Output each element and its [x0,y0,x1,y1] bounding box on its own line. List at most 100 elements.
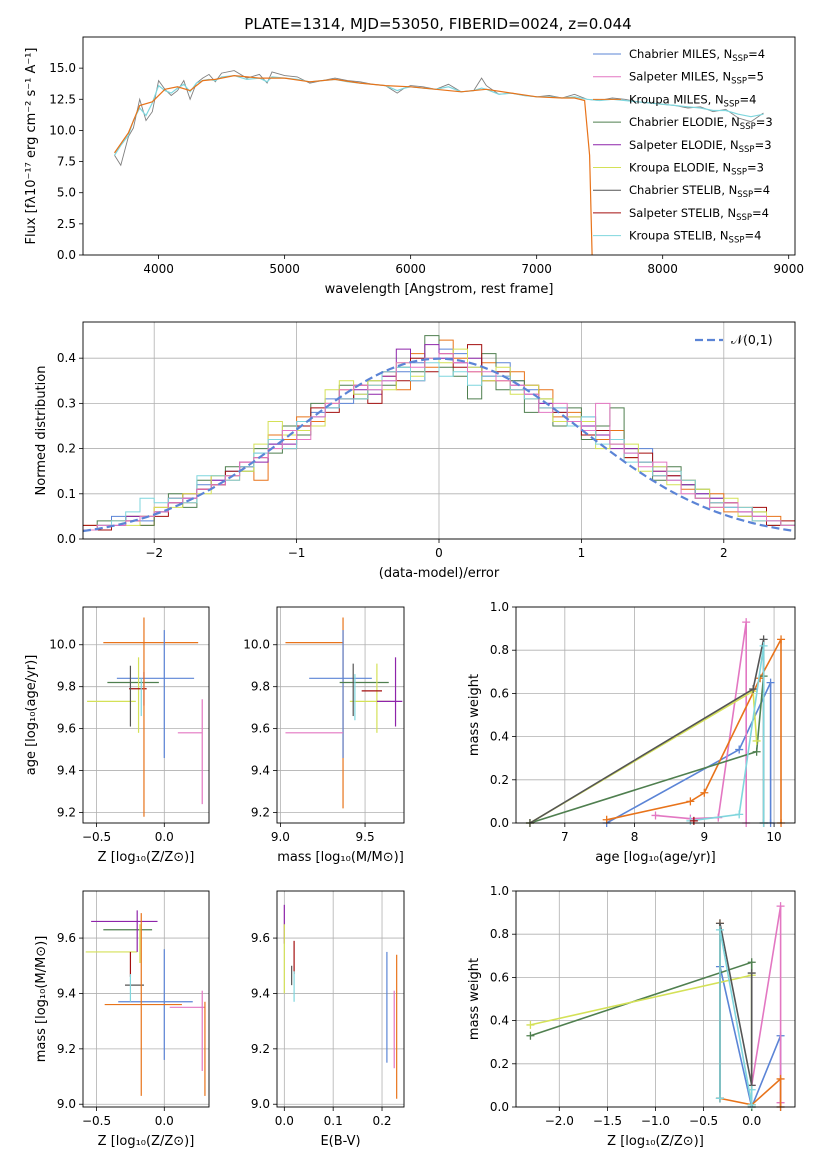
spectrum-line-kroupa-miles [114,74,593,255]
figure-title: PLATE=1314, MJD=53050, FIBERID=0024, z=0… [244,15,631,33]
y-tick-label: 9.4 [251,986,270,1000]
y-axis-label: Flux [fλ10⁻¹⁷ erg cm⁻² s⁻¹ A⁻¹] [24,48,39,245]
x-tick-label: 9.5 [356,830,375,844]
axes-frame [82,321,796,540]
spectrum-line-kroupa-stelib [113,74,764,156]
y-tick-label: 0.6 [490,970,509,984]
y-tick-label: 9.2 [251,1042,270,1056]
y-tick-label: 0.6 [490,686,509,700]
y-tick-label: 0.2 [490,773,509,787]
weight-marker [715,925,724,934]
y-tick-label: 0.2 [490,1057,509,1071]
y-axis-label: mass weight [467,674,482,756]
weight-marker [777,635,786,644]
x-tick-label: 8000 [647,262,678,276]
y-tick-label: 9.2 [57,1042,76,1056]
panel-mass-vs-ebv: 0.0 0.1 0.2 9.0 9.2 9.4 9.6 E(B-V) [251,890,405,1149]
x-axis-label: wavelength [Angstrom, rest frame] [325,282,554,297]
axes-frame [82,890,210,1108]
y-tick-label: 0.0 [490,816,509,830]
y-tick-label: 0.0 [57,248,76,262]
weight-marker [759,641,768,650]
x-tick-label: 10 [766,830,781,844]
weight-marker [776,1074,785,1083]
x-tick-label: 2 [720,546,728,560]
y-axis-label: mass [log₁₀(M/M⊙)] [34,936,49,1063]
panel-residuals: −2 −1 0 1 2 0.0 0.1 0.2 0.3 0.4 (data-model)/error… [34,321,796,581]
y-tick-label: 0.1 [57,487,76,501]
weight-line-kroupa-miles [606,639,782,823]
weight-marker [747,969,756,978]
y-tick-label: 9.6 [251,931,270,945]
panel-age-vs-mass: 9.0 9.5 9.2 9.4 9.6 9.8 10.0 mass [log₁₀(M/M⊙)] [243,606,405,865]
y-tick-label: 1.0 [490,884,509,898]
weight-marker [752,736,761,745]
legend-label: Salpeter MILES, NSSP=5 [629,70,764,87]
axes-frame [276,890,405,1108]
panel-weight-vs-Z: −2.0 −1.5 −1.0 −0.5 0.0 0.0 0.2 0.4 0.6 0.8 1.0 Z [… [467,884,796,1149]
x-tick-label: 4000 [143,262,174,276]
x-tick-label: 9000 [773,262,804,276]
x-tick-label: 7 [561,830,569,844]
x-tick-label: 0.0 [155,1114,174,1128]
x-tick-label: 1 [578,546,586,560]
y-tick-label: 12.5 [49,92,76,106]
y-tick-label: 0.8 [490,643,509,657]
x-axis-label: (data-model)/error [379,566,500,581]
weight-marker [749,685,758,694]
x-tick-label: −0.5 [689,1114,718,1128]
y-tick-label: 9.6 [57,722,76,736]
y-tick-label: 9.4 [57,764,76,778]
weight-marker [752,747,761,756]
y-tick-label: 0.0 [490,1100,509,1114]
y-tick-label: 1.0 [490,600,509,614]
weight-marker [766,678,775,687]
y-tick-label: 0.4 [57,351,76,365]
x-tick-label: 6000 [395,262,426,276]
legend-label: 𝒩(0,1) [731,332,773,347]
y-tick-label: 9.2 [57,806,76,820]
x-tick-label: 0.0 [155,830,174,844]
y-axis-label: age [log₁₀(age/yr)] [24,655,39,776]
y-tick-label: 9.4 [251,764,270,778]
x-tick-label: −0.5 [82,1114,111,1128]
axes-frame [515,890,796,1108]
legend-label: Salpeter ELODIE, NSSP=3 [629,138,772,155]
y-tick-label: 9.0 [57,1097,76,1111]
y-tick-label: 0.4 [490,1014,509,1028]
weight-marker [747,958,756,967]
y-tick-label: 10.0 [49,123,76,137]
x-tick-label: 0.0 [275,1114,294,1128]
legend-label: Kroupa ELODIE, NSSP=3 [629,161,764,178]
y-tick-label: 9.8 [57,680,76,694]
weight-line-chabrier-stelib [719,923,753,1099]
weight-marker [700,788,709,797]
legend-label: Chabrier ELODIE, NSSP=3 [629,115,773,132]
y-axis-label: mass weight [467,958,482,1040]
y-tick-label: 9.6 [57,931,76,945]
x-tick-label: −1 [288,546,306,560]
y-tick-label: 9.8 [251,680,270,694]
y-tick-label: 9.2 [251,806,270,820]
x-tick-label: 0.2 [372,1114,391,1128]
axes-frame [82,606,210,824]
y-tick-label: 0.0 [57,532,76,546]
weight-marker [776,902,785,911]
x-tick-label: 7000 [521,262,552,276]
axes-frame [276,606,405,824]
legend-label: Chabrier MILES, NSSP=4 [629,47,765,64]
x-tick-label: −2 [145,546,163,560]
y-tick-label: 0.4 [490,730,509,744]
panel-weight-vs-age: 7 8 9 10 0.0 0.2 0.4 0.6 0.8 1.0 age [log₁₀(age/yr… [467,600,796,865]
panel-spectrum: 4000 5000 6000 7000 8000 9000 0.0 2.5 5.0 7.5 10.0… [24,36,804,297]
y-tick-label: 0.2 [57,442,76,456]
x-tick-label: 0.0 [742,1114,761,1128]
weight-marker [651,811,660,820]
x-tick-label: 0.1 [324,1114,343,1128]
y-axis-label: Normed distribution [34,366,49,496]
weight-line-chabrier-elodie [530,961,753,1107]
weight-marker [526,1020,535,1029]
y-tick-label: 5.0 [57,186,76,200]
weight-marker [742,618,751,627]
